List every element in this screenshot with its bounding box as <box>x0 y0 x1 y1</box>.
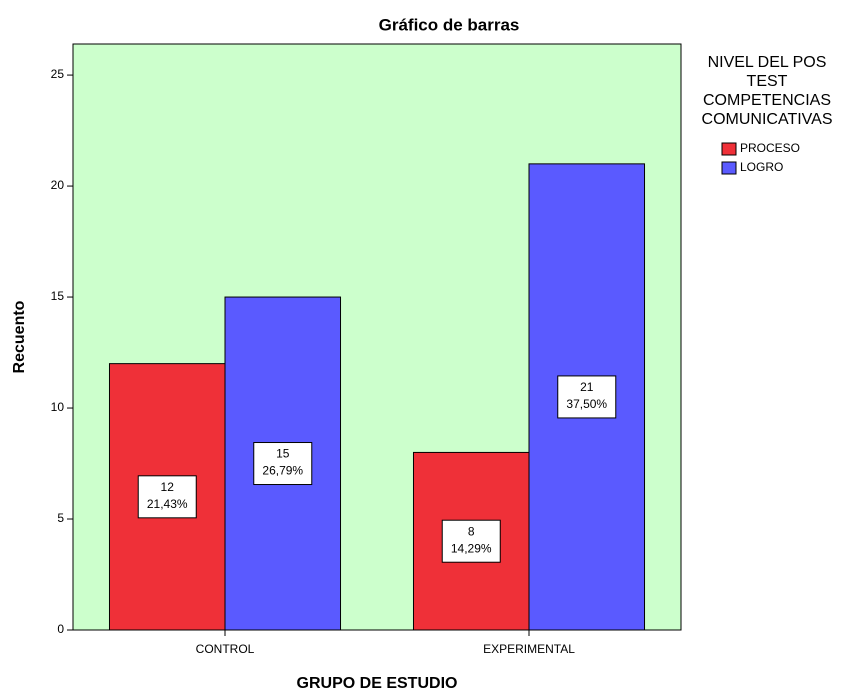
y-tick-label: 25 <box>51 67 65 81</box>
percent-label: 37,50% <box>566 397 607 411</box>
y-tick-label: 10 <box>51 400 65 414</box>
percent-label: 21,43% <box>147 497 188 511</box>
legend-label: LOGRO <box>740 160 783 174</box>
x-tick-label: CONTROL <box>196 642 255 656</box>
y-tick-label: 15 <box>51 289 65 303</box>
legend-title: NIVEL DEL POS <box>708 54 827 71</box>
y-tick-label: 20 <box>51 178 65 192</box>
x-tick-label: EXPERIMENTAL <box>483 642 575 656</box>
legend-swatch <box>721 142 737 156</box>
legend-title: COMPETENCIAS <box>703 92 831 109</box>
percent-label: 14,29% <box>451 541 492 555</box>
chart-title: Gráfico de barras <box>379 15 520 34</box>
x-axis-title: GRUPO DE ESTUDIO <box>297 675 458 692</box>
y-axis-title: Recuento <box>11 300 28 373</box>
value-label: 21 <box>580 380 594 394</box>
legend-title: TEST <box>747 73 788 90</box>
y-tick-label: 0 <box>57 622 64 636</box>
value-label: 8 <box>468 524 475 538</box>
value-label: 12 <box>161 480 175 494</box>
percent-label: 26,79% <box>262 464 303 478</box>
value-label-box <box>441 519 501 563</box>
legend-title: COMUNICATIVAS <box>702 111 833 128</box>
value-label-box <box>557 375 617 419</box>
y-tick-label: 5 <box>57 511 64 525</box>
value-label-box <box>137 475 197 519</box>
value-label: 15 <box>276 447 290 461</box>
value-label-box <box>253 442 313 486</box>
legend-label: PROCESO <box>740 141 800 155</box>
legend-swatch <box>721 161 737 175</box>
